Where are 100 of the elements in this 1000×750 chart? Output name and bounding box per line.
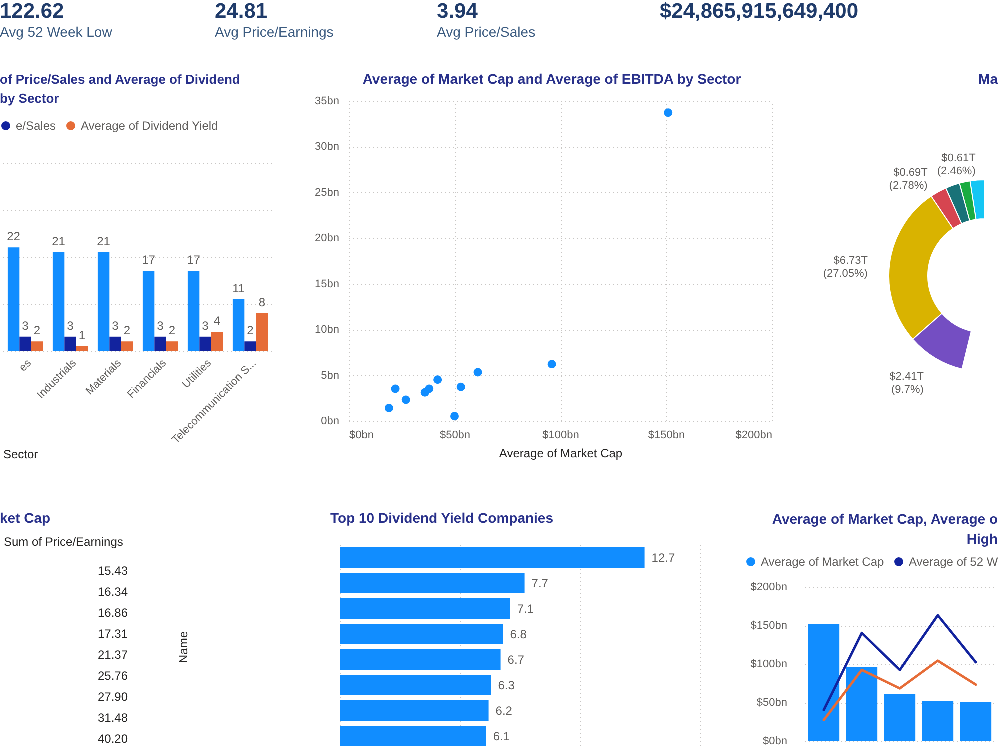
data-label: 4 <box>214 314 221 328</box>
text: 25.76 <box>98 669 128 683</box>
data-label: 2 <box>168 324 176 338</box>
data-label: $2.41T (9.7%) <box>890 370 924 396</box>
data-label: 12.7 <box>652 550 676 565</box>
bar <box>340 573 525 594</box>
text: 16.86 <box>98 606 128 620</box>
chart-title: Top 10 Dividend Yield Companies <box>330 510 554 526</box>
text: 24.81 <box>215 0 268 23</box>
text: 21.37 <box>98 648 128 662</box>
bar <box>110 336 122 351</box>
y-tick-label: 15bn <box>315 278 340 290</box>
data-label: 17 <box>142 253 156 268</box>
bar <box>884 694 916 741</box>
data-label: 2 <box>124 324 131 338</box>
bar <box>121 342 134 351</box>
bar <box>20 336 32 351</box>
text: 15.43 <box>98 564 128 578</box>
y-tick-label: $100bn <box>750 658 788 670</box>
y-tick-label: 5bn <box>321 370 340 382</box>
bar <box>211 332 224 351</box>
y-tick-label: 20bn <box>315 232 340 245</box>
data-label: 3 <box>112 318 120 333</box>
data-label: 6.2 <box>496 704 513 718</box>
text: 31.48 <box>98 711 128 725</box>
chart-title: of Price/Sales and Average of Dividend by Sector <box>0 72 240 106</box>
bar <box>188 271 200 351</box>
text: 16.34 <box>98 585 128 599</box>
chart-title: Ma <box>978 71 998 87</box>
x-tick-label: $200bn <box>736 430 772 442</box>
data-label: 17 <box>187 253 201 268</box>
data-label: 3 <box>157 318 164 333</box>
bar <box>154 336 166 351</box>
legend-label: Average of Dividend Yield <box>81 119 218 133</box>
bar <box>52 252 65 351</box>
bar <box>340 650 501 670</box>
text: Avg Price/Earnings <box>215 24 334 40</box>
bar <box>64 336 76 351</box>
data-label: 3 <box>67 318 74 333</box>
bar <box>340 726 486 746</box>
chart-title: Average of Market Cap and Average of EBITDA by Sector <box>362 71 742 87</box>
bar <box>808 624 840 741</box>
x-tick-label: $50bn <box>440 430 471 442</box>
bar <box>76 346 88 351</box>
bar <box>340 700 489 721</box>
y-tick-label: 35bn <box>315 96 340 108</box>
data-label: 6.7 <box>508 652 525 667</box>
bar <box>846 667 878 741</box>
data-label: 3 <box>202 318 210 333</box>
y-tick-label: $0bn <box>763 736 788 748</box>
text: 40.20 <box>98 732 128 746</box>
x-tick-label: $0bn <box>350 430 374 442</box>
bar <box>340 675 492 696</box>
x-tick-label: $100bn <box>542 430 580 442</box>
legend-label: Average of 52 W <box>909 555 999 569</box>
bar <box>166 342 178 351</box>
y-tick-label: $150bn <box>750 620 788 632</box>
x-axis-title: Sector <box>4 448 38 462</box>
bar <box>340 624 504 644</box>
bar <box>8 248 20 351</box>
bar <box>142 271 155 351</box>
text: ket Cap <box>0 510 51 526</box>
line-series <box>822 614 978 712</box>
bar <box>340 548 645 568</box>
data-label: 2 <box>247 324 254 338</box>
text: 122.62 <box>0 0 64 23</box>
text: 27.90 <box>98 690 128 704</box>
y-tick-label: $200bn <box>750 582 788 594</box>
bar <box>31 342 44 351</box>
y-tick-label: $50bn <box>756 697 788 709</box>
data-label: 6.8 <box>510 627 528 642</box>
data-label: 7.1 <box>517 602 534 616</box>
bar <box>340 598 510 619</box>
text: Avg Price/Sales <box>437 24 536 40</box>
bar <box>256 313 268 351</box>
data-label: 3 <box>22 318 30 333</box>
data-label: 7.7 <box>532 576 549 590</box>
x-axis-title: Average of Market Cap <box>499 446 623 460</box>
data-label: 1 <box>78 328 86 342</box>
data-label: 8 <box>258 295 266 310</box>
data-label: 22 <box>7 230 21 244</box>
data-label: $0.61T (2.46%) <box>937 152 976 178</box>
data-label: 21 <box>52 234 66 248</box>
text: Sum of Price/Earnings <box>4 535 124 549</box>
bar <box>922 700 954 741</box>
text: $24,865,915,649,400 <box>660 0 859 23</box>
y-tick-label: 25bn <box>315 186 340 199</box>
data-label: 11 <box>232 281 246 296</box>
bar <box>98 252 110 351</box>
data-label: $6.73T (27.05%) <box>823 254 868 280</box>
data-label: 6.3 <box>498 678 516 692</box>
y-axis-title: Name <box>176 631 190 664</box>
bar <box>960 702 992 741</box>
y-tick-label: 30bn <box>315 141 340 154</box>
y-tick-label: 10bn <box>315 324 340 336</box>
line-series <box>822 660 978 722</box>
bar <box>200 336 212 351</box>
x-tick-label: $150bn <box>648 430 686 442</box>
bar <box>232 299 245 351</box>
text: 17.31 <box>98 627 128 641</box>
